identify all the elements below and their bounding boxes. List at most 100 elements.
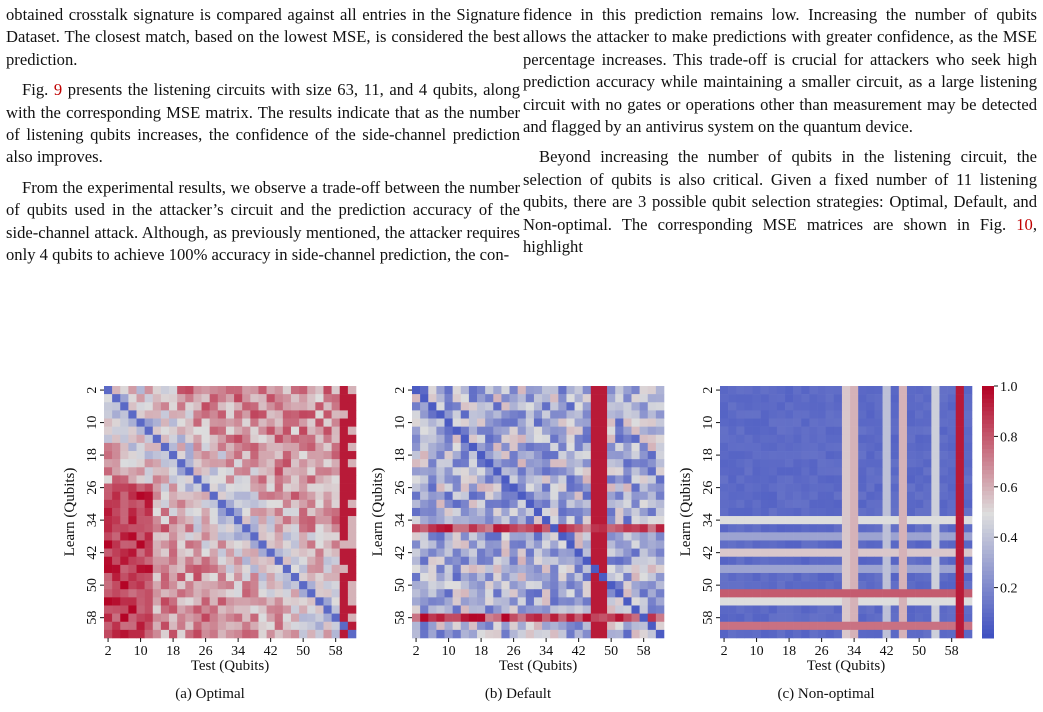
heatmap-cell xyxy=(882,621,892,631)
heatmap-cell xyxy=(452,564,462,574)
heatmap-cell xyxy=(493,483,502,492)
heatmap-cell xyxy=(525,589,535,598)
heatmap-cell xyxy=(331,581,341,590)
heatmap-cell xyxy=(760,548,770,558)
colorbar-segment xyxy=(982,591,994,597)
heatmap-cell xyxy=(331,540,341,549)
heatmap-cell xyxy=(493,410,502,419)
heatmap-cell xyxy=(728,589,737,598)
heatmap-cell xyxy=(955,483,965,492)
heatmap-cell xyxy=(898,548,908,558)
heatmap-cell xyxy=(566,556,575,566)
heatmap-cell xyxy=(607,459,616,468)
heatmap-cell xyxy=(339,572,349,582)
heatmap-cell xyxy=(128,532,137,541)
heatmap-cell xyxy=(793,475,802,484)
heatmap-cell xyxy=(760,499,770,509)
heatmap-cell xyxy=(517,524,527,533)
heatmap-cell xyxy=(615,442,624,452)
heatmap-cell xyxy=(169,491,178,501)
heatmap-cell xyxy=(136,467,145,476)
heatmap-cell xyxy=(607,572,616,582)
heatmap-cell xyxy=(809,459,818,468)
heatmap-cell xyxy=(193,613,202,623)
heatmap-cell xyxy=(258,605,267,614)
heatmap-cell xyxy=(655,434,665,444)
heatmap-cell xyxy=(906,581,916,590)
heatmap-cell xyxy=(525,410,535,419)
heatmap-cell xyxy=(468,394,478,403)
heatmap-cell xyxy=(655,418,665,427)
heatmap-cell xyxy=(939,491,948,501)
heatmap-cell xyxy=(266,532,276,541)
heatmap-cell xyxy=(906,548,916,558)
heatmap-cell xyxy=(217,572,227,582)
heatmap-cell xyxy=(647,386,657,395)
heatmap-cell xyxy=(444,605,453,614)
colorbar-segment xyxy=(982,587,994,593)
heatmap-cell xyxy=(250,540,259,549)
heatmap-cell xyxy=(209,434,219,444)
heatmap-cell xyxy=(866,516,875,525)
heatmap-cell xyxy=(144,418,154,427)
heatmap-cell xyxy=(412,402,421,411)
heatmap-cell xyxy=(323,629,332,639)
heatmap-cell xyxy=(412,613,421,623)
heatmap-cell xyxy=(169,418,178,427)
fig-9-ref[interactable]: 9 xyxy=(53,80,63,100)
heatmap-cell xyxy=(250,589,259,598)
heatmap-cell xyxy=(331,402,341,411)
heatmap-cell xyxy=(598,524,608,533)
heatmap-cell xyxy=(631,394,640,403)
heatmap-cell xyxy=(177,442,186,452)
heatmap-cell xyxy=(112,540,121,549)
heatmap-cell xyxy=(574,507,584,517)
heatmap-cell xyxy=(485,548,494,558)
heatmap-cell xyxy=(615,524,624,533)
heatmap-cell xyxy=(201,507,210,517)
heatmap-cell xyxy=(631,597,640,606)
heatmap-cell xyxy=(177,532,186,541)
y-tick-label: 58 xyxy=(393,611,408,625)
heatmap-cell xyxy=(833,532,843,541)
heatmap-cell xyxy=(809,426,818,436)
heatmap-cell xyxy=(558,434,567,444)
heatmap-cell xyxy=(436,581,445,590)
left-paragraph-2: Fig. 9 presents the listening circuits w… xyxy=(6,79,520,169)
heatmap-cell xyxy=(858,572,867,582)
heatmap-cell xyxy=(169,483,178,492)
heatmap-cell xyxy=(282,621,292,631)
heatmap-cell xyxy=(509,621,518,631)
heatmap-cell xyxy=(347,483,357,492)
heatmap-cell xyxy=(874,621,883,631)
heatmap-cell xyxy=(785,386,794,395)
heatmap-cell xyxy=(177,426,186,436)
heatmap-cell xyxy=(939,589,948,598)
heatmap-cell xyxy=(234,475,243,484)
colorbar-segment xyxy=(982,617,994,622)
heatmap-cell xyxy=(736,402,745,411)
heatmap-cell xyxy=(582,548,592,558)
heatmap-cell xyxy=(768,483,778,492)
heatmap-cell xyxy=(274,491,284,501)
heatmap-cell xyxy=(201,491,210,501)
heatmap-cell xyxy=(890,442,900,452)
heatmap-cell xyxy=(550,507,559,517)
heatmap-cell xyxy=(331,548,341,558)
heatmap-cell xyxy=(144,629,154,639)
heatmap-cell xyxy=(347,597,357,606)
heatmap-cell xyxy=(152,540,162,549)
heatmap-cell xyxy=(412,459,421,468)
heatmap-cell xyxy=(250,467,259,476)
heatmap-cell xyxy=(509,556,518,566)
heatmap-cell xyxy=(177,418,186,427)
heatmap-cell xyxy=(185,483,194,492)
heatmap-cell xyxy=(776,491,786,501)
heatmap-cell xyxy=(850,475,859,484)
heatmap-cell xyxy=(825,434,835,444)
heatmap-cell xyxy=(898,394,908,403)
fig-10-ref[interactable]: 10 xyxy=(1016,214,1033,234)
heatmap-cell xyxy=(728,459,737,468)
heatmap-cell xyxy=(817,605,826,614)
heatmap-cell xyxy=(509,629,518,639)
